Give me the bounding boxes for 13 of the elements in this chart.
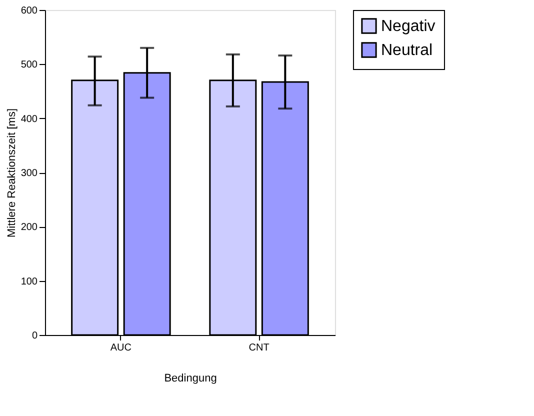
y-tick-label: 300 <box>20 168 38 179</box>
legend-label: Neutral <box>381 42 433 59</box>
y-tick-label: 400 <box>20 114 38 125</box>
y-tick-label: 0 <box>32 330 38 342</box>
y-tick-label: 600 <box>20 6 38 16</box>
y-tick-label: 100 <box>20 276 38 288</box>
x-tick-label: CNT <box>248 342 270 354</box>
legend-label: Negativ <box>381 18 436 35</box>
y-tick-label: 200 <box>20 222 38 234</box>
x-axis-title: Bedingung <box>164 372 217 384</box>
y-tick-label: 500 <box>20 60 38 71</box>
x-tick-label: AUC <box>110 342 132 354</box>
y-axis-title: Mittlere Reaktionszeit [ms] <box>6 108 18 238</box>
